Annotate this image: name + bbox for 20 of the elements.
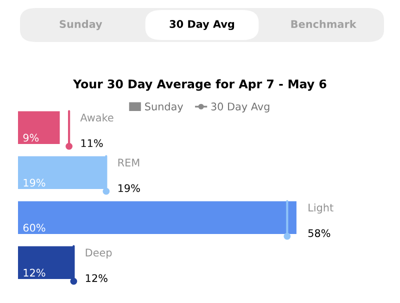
text: Benchmark	[291, 20, 357, 28]
data-label: 60%	[23, 224, 46, 232]
data-label: 12%	[86, 274, 108, 282]
data-label: 9%	[23, 134, 39, 142]
y-tick-label: Deep	[86, 248, 112, 259]
text: Sunday	[60, 20, 102, 30]
chart-title: Your 30 Day Average for Apr 7 - May 6	[72, 79, 326, 91]
data-label: 11%	[81, 139, 103, 148]
data-label: 12%	[24, 268, 46, 277]
y-tick-label: Light	[308, 203, 334, 214]
y-tick-label: Awake	[80, 113, 114, 122]
data-label: 19%	[24, 178, 46, 187]
bar	[18, 201, 296, 234]
data-label: 19%	[118, 184, 140, 192]
text: 30 Day Avg	[170, 20, 234, 30]
text: 30 Day Avg	[211, 102, 270, 112]
bar	[18, 111, 60, 144]
y-tick-label: REM	[118, 158, 140, 166]
text: Sunday	[145, 102, 184, 112]
data-label: 58%	[308, 229, 330, 238]
